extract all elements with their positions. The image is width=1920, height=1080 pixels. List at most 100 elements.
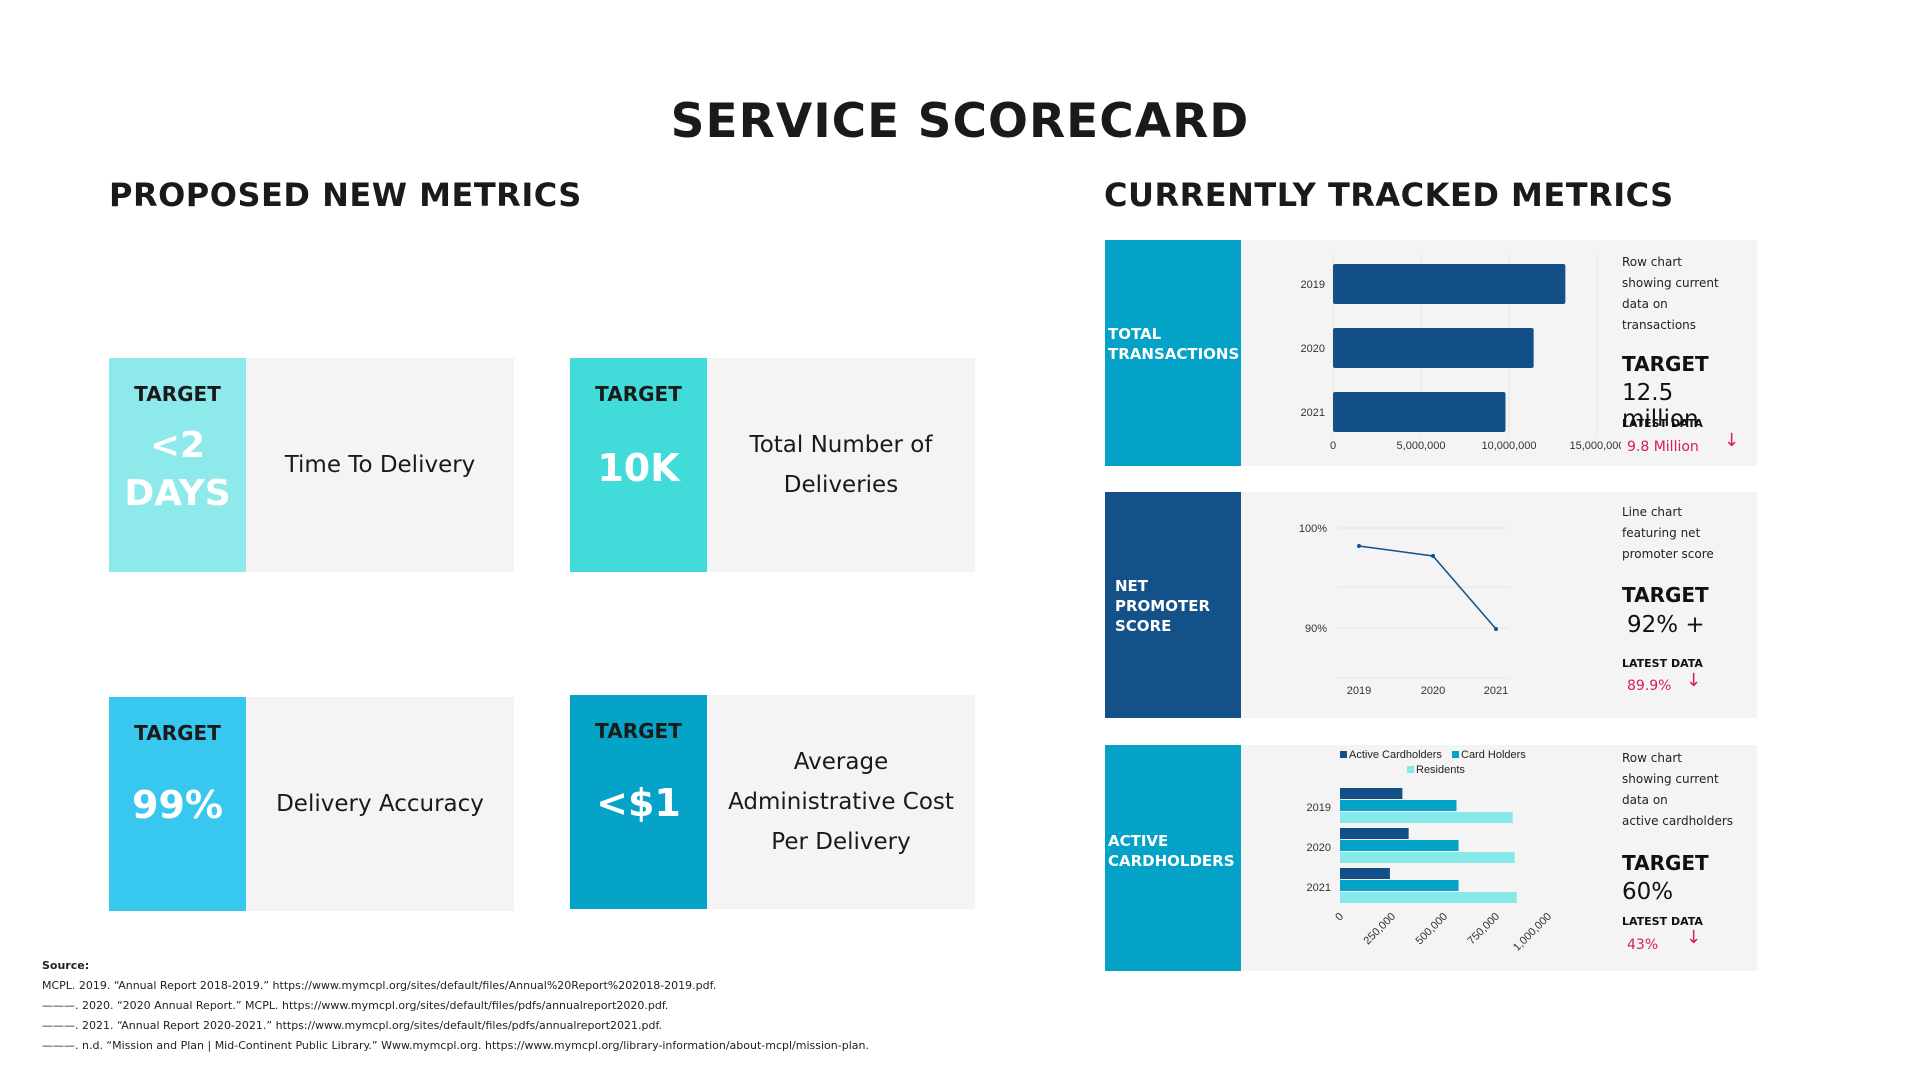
down-arrow-icon: ↓ [1686, 670, 1702, 691]
y-tick-label: 90% [1305, 623, 1327, 635]
nps-point-2019 [1357, 544, 1361, 548]
panel-total-transactions: TOTAL TRANSACTIONS 0 5,000,000 10,000,000 1… [1105, 240, 1757, 466]
tracked-metrics-heading: CURRENTLY TRACKED METRICS [1104, 176, 1674, 214]
bar-2019-0 [1340, 788, 1403, 799]
legend-label: Card Holders [1461, 749, 1526, 761]
proposed-card-admin-cost: TARGET <$1 Average Administrative Cost P… [570, 695, 975, 909]
target-value: 12.5 million [1622, 380, 1699, 432]
latest-data-label: LATEST DATA [1622, 915, 1703, 928]
proposed-card-total-deliveries: TARGET 10K Total Number of Deliveries [570, 358, 975, 572]
x-tick-label: 15,000,000 [1569, 440, 1621, 452]
bar-2020-1 [1340, 840, 1459, 851]
bar-2021 [1333, 392, 1506, 432]
legend-swatch [1340, 751, 1347, 758]
x-tick-label: 1,000,000 [1511, 911, 1554, 954]
target-value: 99% [132, 783, 223, 827]
source-line: ———. n.d. “Mission and Plan | Mid-Contin… [42, 1039, 869, 1052]
target-label: TARGET [134, 721, 221, 745]
latest-data-value: 43% [1627, 937, 1659, 953]
panel-side [1105, 745, 1241, 971]
chart-note: Row chart showing current data on active… [1622, 751, 1734, 828]
nps-point-2020 [1431, 554, 1435, 558]
proposed-metrics-heading: PROPOSED NEW METRICS [109, 176, 582, 214]
target-value: 60% [1622, 879, 1674, 905]
metric-label: Average Administrative Cost Per Delivery [707, 695, 975, 909]
target-block [570, 358, 707, 572]
legend-swatch [1407, 766, 1414, 773]
target-label: TARGET [1622, 352, 1709, 376]
latest-data-value: 89.9% [1627, 678, 1672, 694]
cardholders-row-chart: Active Cardholders Card Holders Residents 2… [1307, 749, 1555, 954]
y-tick-label: 2020 [1307, 842, 1331, 854]
target-label: TARGET [1622, 851, 1709, 875]
bar-2020-2 [1340, 852, 1515, 863]
target-block [109, 697, 246, 911]
x-tick-label: 500,000 [1414, 911, 1451, 948]
bar-2020-0 [1340, 828, 1409, 839]
panel-side [1105, 492, 1241, 718]
target-label: TARGET [595, 382, 682, 406]
source-line: ———. 2021. “Annual Report 2020-2021.” ht… [42, 1019, 663, 1032]
panel-active-cardholders: ACTIVE CARDHOLDERS Active Cardholders Car… [1105, 745, 1757, 971]
cardholders-chart: Active Cardholders Card Holders Residents 2… [1241, 745, 1621, 971]
legend-label: Residents [1416, 764, 1465, 776]
source-line: ———. 2020. “2020 Annual Report.” MCPL. h… [42, 999, 669, 1012]
bar-2019-2 [1340, 812, 1513, 823]
metric-label: Total Number of Deliveries [707, 358, 975, 572]
target-value: 10K [597, 446, 680, 490]
panel-info: Line chart featuring net promoter score … [1616, 492, 1757, 718]
target-value: <$1 [596, 781, 681, 825]
source-heading: Source: [42, 959, 90, 972]
target-label: TARGET [1622, 583, 1709, 607]
panel-side [1105, 240, 1241, 466]
latest-data-value: 9.8 Million [1627, 439, 1699, 455]
source-line: MCPL. 2019. “Annual Report 2018-2019.” h… [42, 979, 717, 992]
panel-label: NET PROMOTER SCORE [1115, 577, 1211, 635]
proposed-card-delivery-accuracy: TARGET 99% Delivery Accuracy [109, 697, 514, 911]
latest-data-label: LATEST DATA [1622, 417, 1703, 430]
transactions-row-chart: 0 5,000,000 10,000,000 15,000,000 2019 2020 20… [1301, 254, 1621, 452]
nps-line-chart: 100% 90% 2019 2020 2021 [1299, 523, 1509, 697]
panel-label: ACTIVE CARDHOLDERS [1108, 832, 1235, 870]
x-tick-label: 2021 [1484, 685, 1508, 697]
bar-2021-0 [1340, 868, 1390, 879]
panel-info: Row chart showing current data on active… [1616, 745, 1757, 971]
bar-2021-1 [1340, 880, 1459, 891]
x-tick-label: 750,000 [1466, 911, 1503, 948]
metric-label: Delivery Accuracy [246, 697, 514, 911]
panel-info: Row chart showing current data on transa… [1616, 240, 1757, 466]
down-arrow-icon: ↓ [1686, 927, 1702, 948]
x-tick-label: 0 [1333, 911, 1346, 924]
x-tick-label: 0 [1330, 440, 1336, 452]
source-citations: Source: MCPL. 2019. “Annual Report 2018-… [42, 956, 869, 1056]
target-block [570, 695, 707, 909]
x-tick-label: 10,000,000 [1481, 440, 1536, 452]
panel-net-promoter-score: NET PROMOTER SCORE 100% 90% 2019 2020 2021 L… [1105, 492, 1757, 718]
legend-label: Active Cardholders [1349, 749, 1442, 761]
bar-2019 [1333, 264, 1566, 304]
target-value: 92% + [1627, 612, 1705, 638]
panel-label: TOTAL TRANSACTIONS [1108, 325, 1240, 363]
target-label: TARGET [595, 719, 682, 743]
transactions-chart: 0 5,000,000 10,000,000 15,000,000 2019 2020 20… [1241, 240, 1621, 466]
legend-swatch [1452, 751, 1459, 758]
x-tick-label: 2019 [1347, 685, 1371, 697]
y-tick-label: 2020 [1301, 343, 1325, 355]
bar-2020 [1333, 328, 1534, 368]
y-tick-label: 2019 [1307, 802, 1331, 814]
y-tick-label: 2021 [1301, 407, 1325, 419]
metric-label: Time To Delivery [246, 358, 514, 572]
x-tick-label: 2020 [1421, 685, 1445, 697]
y-tick-label: 2021 [1307, 882, 1331, 894]
target-value: <2 DAYS [124, 425, 231, 514]
y-tick-label: 100% [1299, 523, 1327, 535]
chart-note: Row chart showing current data on transa… [1622, 255, 1719, 332]
proposed-card-time-to-delivery: TARGET <2 DAYS Time To Delivery [109, 358, 514, 572]
nps-point-2021 [1494, 627, 1498, 631]
x-tick-label: 5,000,000 [1397, 440, 1446, 452]
down-arrow-icon: ↓ [1724, 430, 1740, 451]
nps-chart: 100% 90% 2019 2020 2021 [1241, 492, 1621, 718]
target-block [109, 358, 246, 572]
target-label: TARGET [134, 382, 221, 406]
y-tick-label: 2019 [1301, 279, 1325, 291]
